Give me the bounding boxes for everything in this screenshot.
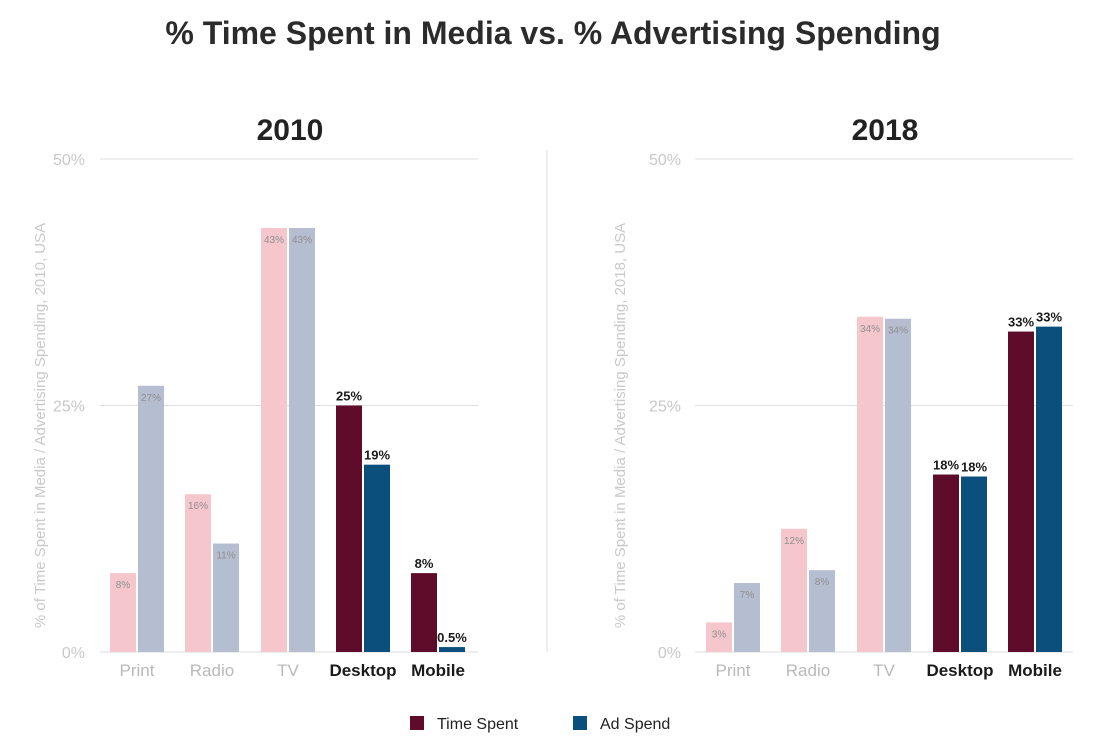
bar-radio-time-spent bbox=[781, 528, 807, 652]
legend-swatch bbox=[573, 716, 587, 730]
bar-desktop-ad-spend bbox=[961, 476, 987, 652]
value-label-mobile-ad-spend: 0.5% bbox=[437, 630, 467, 645]
bar-radio-time-spent bbox=[185, 494, 211, 652]
bar-tv-ad-spend bbox=[885, 318, 911, 652]
value-label-mobile-time-spent: 33% bbox=[1008, 315, 1034, 330]
bar-tv-ad-spend bbox=[289, 228, 315, 652]
bar-radio-ad-spend bbox=[213, 543, 239, 652]
x-tick-mobile: Mobile bbox=[1008, 661, 1062, 680]
legend-swatch bbox=[410, 716, 424, 730]
legend-label: Time Spent bbox=[437, 716, 519, 733]
chart-panels: 2010 % of Time Spent in Media / Advertisi… bbox=[32, 114, 1073, 680]
panel-title: 2010 bbox=[257, 114, 324, 147]
x-tick-desktop: Desktop bbox=[329, 661, 396, 680]
value-label-tv-ad-spend: 43% bbox=[292, 235, 312, 246]
y-tick-0: 0% bbox=[62, 645, 85, 662]
value-label-print-time-spent: 8% bbox=[116, 580, 131, 591]
bar-mobile-time-spent bbox=[411, 573, 437, 652]
x-tick-print: Print bbox=[120, 661, 155, 680]
value-label-print-ad-spend: 7% bbox=[740, 590, 755, 601]
panel-title: 2018 bbox=[852, 114, 919, 147]
value-label-desktop-time-spent: 25% bbox=[336, 389, 362, 404]
chart-legend: Time Spent Ad Spend bbox=[410, 716, 670, 733]
bar-desktop-ad-spend bbox=[364, 464, 390, 652]
x-tick-tv: TV bbox=[277, 661, 299, 680]
bar-radio-ad-spend bbox=[809, 570, 835, 652]
value-label-desktop-time-spent: 18% bbox=[933, 458, 959, 473]
bar-print-time-spent bbox=[110, 573, 136, 652]
value-label-mobile-time-spent: 8% bbox=[415, 556, 434, 571]
panel-2010: 2010 % of Time Spent in Media / Advertisi… bbox=[32, 114, 478, 680]
x-tick-radio: Radio bbox=[786, 661, 830, 680]
y-tick-25: 25% bbox=[649, 399, 681, 416]
value-label-print-ad-spend: 27% bbox=[141, 393, 161, 404]
chart-title: % Time Spent in Media vs. % Advertising … bbox=[165, 15, 940, 51]
y-tick-50: 50% bbox=[649, 152, 681, 169]
legend-label: Ad Spend bbox=[600, 716, 670, 733]
value-label-desktop-ad-spend: 19% bbox=[364, 448, 390, 463]
y-axis-label: % of Time Spent in Media / Advertising S… bbox=[32, 223, 49, 628]
y-tick-25: 25% bbox=[53, 399, 85, 416]
value-label-tv-time-spent: 34% bbox=[860, 324, 880, 335]
bar-print-time-spent bbox=[706, 622, 732, 652]
value-label-tv-time-spent: 43% bbox=[264, 235, 284, 246]
bar-tv-time-spent bbox=[261, 228, 287, 652]
value-label-radio-time-spent: 16% bbox=[188, 501, 208, 512]
value-label-radio-ad-spend: 11% bbox=[216, 551, 235, 562]
x-tick-desktop: Desktop bbox=[926, 661, 993, 680]
value-label-tv-ad-spend: 34% bbox=[888, 326, 908, 337]
bar-desktop-time-spent bbox=[336, 405, 362, 652]
value-label-radio-ad-spend: 8% bbox=[815, 577, 830, 588]
bar-print-ad-spend bbox=[734, 582, 760, 652]
bar-mobile-ad-spend bbox=[1036, 326, 1062, 652]
x-tick-radio: Radio bbox=[190, 661, 234, 680]
value-label-mobile-ad-spend: 33% bbox=[1036, 310, 1062, 325]
value-label-print-time-spent: 3% bbox=[712, 629, 727, 640]
y-axis-label: % of Time Spent in Media / Advertising S… bbox=[612, 223, 629, 628]
legend-item-ad-spend: Ad Spend bbox=[573, 716, 670, 733]
y-tick-50: 50% bbox=[53, 152, 85, 169]
bar-mobile-time-spent bbox=[1008, 331, 1034, 652]
bar-desktop-time-spent bbox=[933, 474, 959, 652]
bar-mobile-ad-spend bbox=[439, 647, 465, 652]
x-tick-mobile: Mobile bbox=[411, 661, 465, 680]
y-tick-0: 0% bbox=[658, 645, 681, 662]
value-label-radio-time-spent: 12% bbox=[784, 536, 804, 547]
bar-print-ad-spend bbox=[138, 385, 164, 652]
legend-item-time-spent: Time Spent bbox=[410, 716, 519, 733]
x-tick-tv: TV bbox=[873, 661, 895, 680]
bar-tv-time-spent bbox=[857, 316, 883, 652]
value-label-desktop-ad-spend: 18% bbox=[961, 459, 987, 474]
x-tick-print: Print bbox=[716, 661, 751, 680]
panel-2018: 2018 % of Time Spent in Media / Advertisi… bbox=[612, 114, 1073, 680]
